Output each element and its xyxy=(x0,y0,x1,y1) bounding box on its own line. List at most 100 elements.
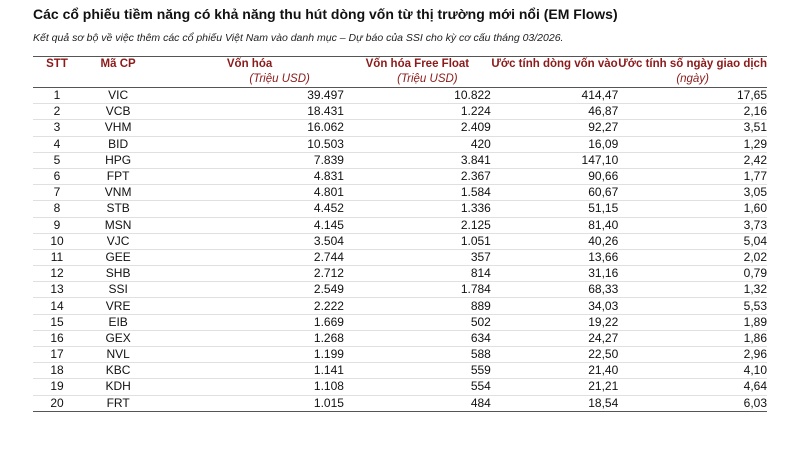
cell-free-float: 634 xyxy=(343,330,491,348)
header-code: Mã CP xyxy=(81,56,156,71)
header-trading-days: Ước tính số ngày giao dịch xyxy=(618,56,767,71)
cell-stock-code: EIB xyxy=(81,314,156,331)
table-row: 1 VIC 39.497 10.822 414,47 17,65 xyxy=(33,87,767,105)
table-unit-row: (Triệu USD) (Triệu USD) (ngày) xyxy=(33,71,767,88)
cell-stock-code: KBC xyxy=(81,362,156,380)
cell-stt: 2 xyxy=(33,103,82,121)
cell-free-float: 2.125 xyxy=(343,217,491,234)
cell-trading-days: 5,53 xyxy=(618,297,767,315)
cell-stt: 19 xyxy=(33,378,82,396)
header-inflow: Ước tính dòng vốn vào xyxy=(490,56,619,71)
cell-trading-days: 2,96 xyxy=(618,346,767,364)
stock-table: STT Mã CP Vốn hóa Vốn hóa Free Float Ước… xyxy=(33,56,767,412)
cell-market-cap: 2.222 xyxy=(155,297,344,315)
cell-free-float: 420 xyxy=(343,136,491,153)
cell-stock-code: FPT xyxy=(81,168,156,186)
cell-stt: 5 xyxy=(33,152,82,169)
cell-stt: 16 xyxy=(33,330,82,348)
cell-market-cap: 4.145 xyxy=(155,217,344,234)
cell-inflow: 147,10 xyxy=(490,152,619,169)
cell-stt: 9 xyxy=(33,217,82,234)
table-row: 15 EIB 1.669 502 19,22 1,89 xyxy=(33,314,767,331)
cell-free-float: 357 xyxy=(343,249,491,267)
cell-free-float: 484 xyxy=(343,395,491,412)
cell-trading-days: 1,32 xyxy=(618,281,767,299)
cell-stt: 17 xyxy=(33,346,82,364)
cell-market-cap: 1.669 xyxy=(155,314,344,331)
cell-market-cap: 1.141 xyxy=(155,362,344,380)
cell-market-cap: 2.712 xyxy=(155,265,344,283)
cell-free-float: 1.336 xyxy=(343,200,491,218)
cell-stock-code: VRE xyxy=(81,297,156,315)
table-header-row: STT Mã CP Vốn hóa Vốn hóa Free Float Ước… xyxy=(33,56,767,71)
table-row: 11 GEE 2.744 357 13,66 2,02 xyxy=(33,249,767,267)
cell-market-cap: 2.549 xyxy=(155,281,344,299)
table-row: 6 FPT 4.831 2.367 90,66 1,77 xyxy=(33,168,767,186)
cell-inflow: 81,40 xyxy=(490,217,619,234)
cell-stock-code: VCB xyxy=(81,103,156,121)
cell-trading-days: 1,89 xyxy=(618,314,767,331)
cell-inflow: 51,15 xyxy=(490,200,619,218)
cell-free-float: 588 xyxy=(343,346,491,364)
cell-trading-days: 2,02 xyxy=(618,249,767,267)
cell-trading-days: 3,51 xyxy=(618,119,767,137)
table-row: 16 GEX 1.268 634 24,27 1,86 xyxy=(33,330,767,348)
cell-market-cap: 18.431 xyxy=(155,103,344,121)
cell-trading-days: 1,86 xyxy=(618,330,767,348)
cell-free-float: 3.841 xyxy=(343,152,491,169)
table-body: 1 VIC 39.497 10.822 414,47 17,65 2 VCB 18.431 1.2… xyxy=(33,87,767,412)
cell-inflow: 16,09 xyxy=(490,136,619,153)
table-row: 12 SHB 2.712 814 31,16 0,79 xyxy=(33,265,767,283)
cell-stt: 8 xyxy=(33,200,82,218)
cell-free-float: 1.224 xyxy=(343,103,491,121)
cell-market-cap: 1.015 xyxy=(155,395,344,412)
cell-inflow: 19,22 xyxy=(490,314,619,331)
cell-inflow: 92,27 xyxy=(490,119,619,137)
cell-stock-code: VNM xyxy=(81,184,156,202)
cell-inflow: 414,47 xyxy=(490,87,619,105)
unit-free-float: (Triệu USD) xyxy=(343,71,491,88)
cell-inflow: 13,66 xyxy=(490,249,619,267)
cell-inflow: 90,66 xyxy=(490,168,619,186)
cell-stock-code: GEE xyxy=(81,249,156,267)
cell-market-cap: 4.801 xyxy=(155,184,344,202)
cell-trading-days: 1,29 xyxy=(618,136,767,153)
cell-market-cap: 16.062 xyxy=(155,119,344,137)
cell-market-cap: 1.199 xyxy=(155,346,344,364)
cell-free-float: 814 xyxy=(343,265,491,283)
table-row: 19 KDH 1.108 554 21,21 4,64 xyxy=(33,378,767,396)
table-row: 3 VHM 16.062 2.409 92,27 3,51 xyxy=(33,119,767,137)
cell-trading-days: 5,04 xyxy=(618,233,767,250)
cell-stt: 1 xyxy=(33,87,82,105)
table-row: 9 MSN 4.145 2.125 81,40 3,73 xyxy=(33,217,767,234)
cell-market-cap: 1.108 xyxy=(155,378,344,396)
cell-market-cap: 4.452 xyxy=(155,200,344,218)
cell-stt: 14 xyxy=(33,297,82,315)
cell-stock-code: NVL xyxy=(81,346,156,364)
table-row: 8 STB 4.452 1.336 51,15 1,60 xyxy=(33,200,767,218)
cell-trading-days: 4,64 xyxy=(618,378,767,396)
table-row: 20 FRT 1.015 484 18,54 6,03 xyxy=(33,395,767,412)
cell-stt: 20 xyxy=(33,395,82,412)
cell-trading-days: 3,05 xyxy=(618,184,767,202)
cell-trading-days: 2,16 xyxy=(618,103,767,121)
cell-market-cap: 4.831 xyxy=(155,168,344,186)
cell-trading-days: 17,65 xyxy=(618,87,767,105)
table-row: 2 VCB 18.431 1.224 46,87 2,16 xyxy=(33,103,767,121)
table-row: 14 VRE 2.222 889 34,03 5,53 xyxy=(33,297,767,315)
cell-inflow: 34,03 xyxy=(490,297,619,315)
cell-trading-days: 1,77 xyxy=(618,168,767,186)
table-row: 4 BID 10.503 420 16,09 1,29 xyxy=(33,136,767,153)
cell-market-cap: 2.744 xyxy=(155,249,344,267)
unit-market-cap: (Triệu USD) xyxy=(155,71,344,88)
cell-free-float: 2.367 xyxy=(343,168,491,186)
cell-inflow: 60,67 xyxy=(490,184,619,202)
cell-stock-code: STB xyxy=(81,200,156,218)
unit-trading-days: (ngày) xyxy=(618,71,767,88)
table-row: 7 VNM 4.801 1.584 60,67 3,05 xyxy=(33,184,767,202)
cell-stock-code: HPG xyxy=(81,152,156,169)
cell-stt: 7 xyxy=(33,184,82,202)
cell-stt: 3 xyxy=(33,119,82,137)
cell-trading-days: 2,42 xyxy=(618,152,767,169)
cell-free-float: 502 xyxy=(343,314,491,331)
